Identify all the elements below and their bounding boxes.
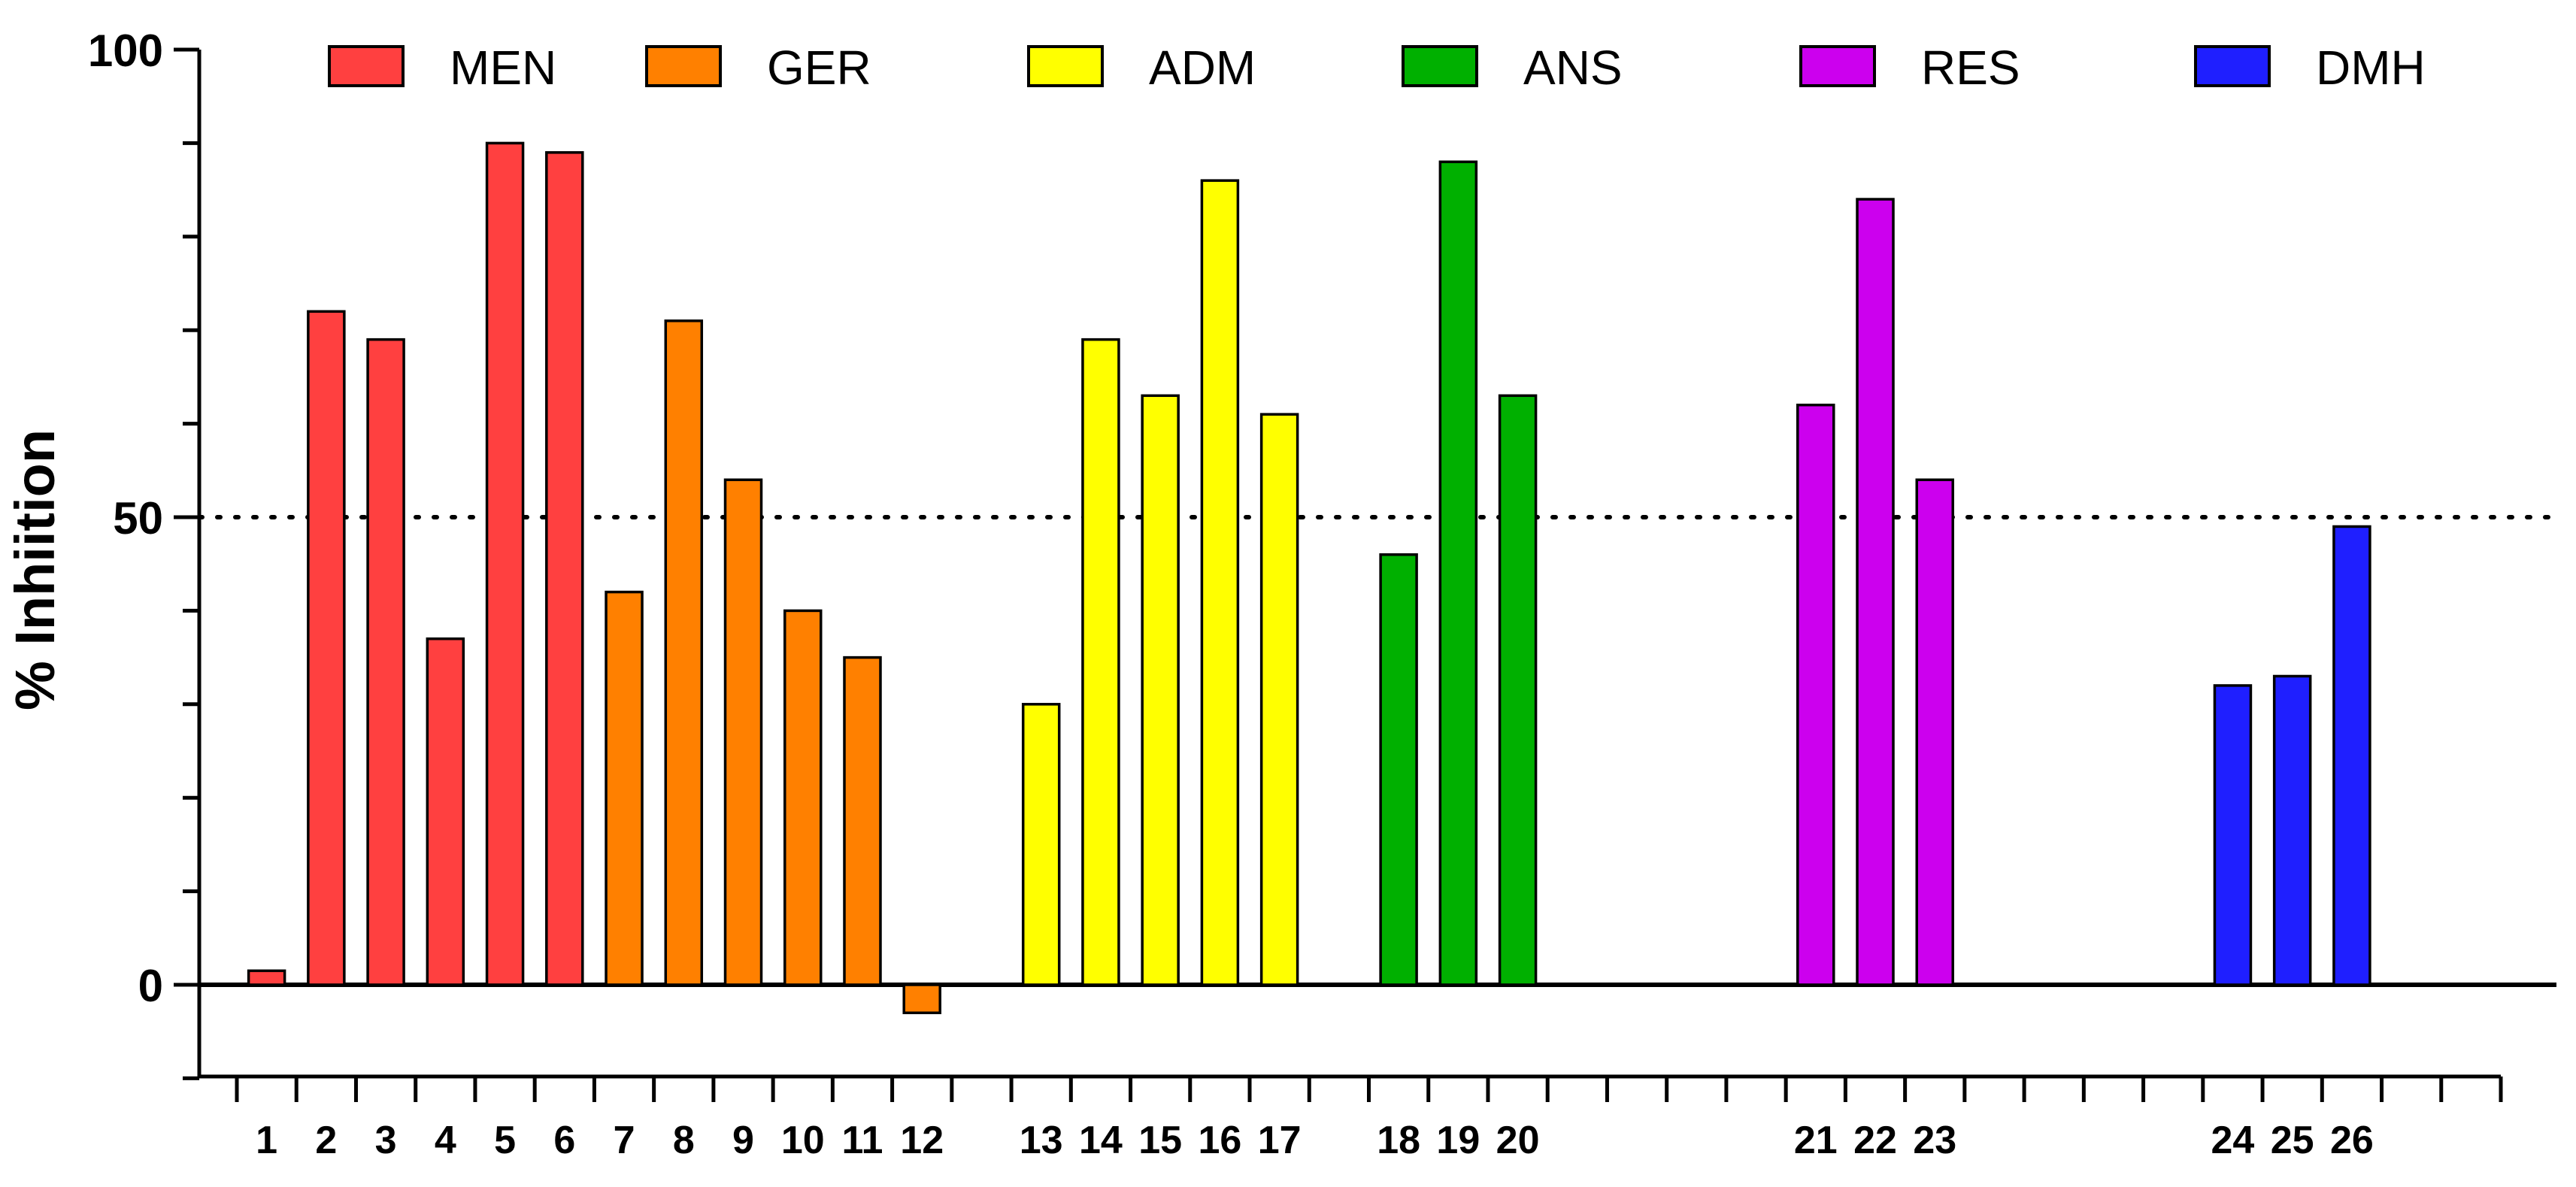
x-tick-label: 20 (1496, 1119, 1540, 1162)
bar-men-6 (545, 151, 584, 986)
bars (247, 141, 2371, 1015)
bar-ger-9 (723, 478, 763, 986)
x-tick-label: 9 (732, 1119, 754, 1162)
bar-ans-18 (1379, 553, 1418, 986)
x-tick-label: 1 (256, 1119, 277, 1162)
legend-swatch-ger (645, 45, 722, 87)
x-tick-label: 24 (2211, 1119, 2255, 1162)
bar-dmh-26 (2332, 525, 2371, 986)
bar-ans-20 (1498, 394, 1538, 986)
x-tick-label: 19 (1436, 1119, 1480, 1162)
legend: MEN GER ADM ANS RES DMH (328, 41, 2426, 95)
bar-adm-13 (1021, 703, 1061, 986)
bar-labels: 1 2 3 4 5 6 7 8 9 10 11 12 13 14 15 16 17 18 19 20 21 22 23 24 2… (256, 1119, 2374, 1162)
x-tick-label: 10 (781, 1119, 825, 1162)
bar-ger-10 (783, 609, 823, 986)
x-tick-label: 13 (1020, 1119, 1063, 1162)
x-tick-label: 25 (2271, 1119, 2314, 1162)
bar-adm-14 (1081, 338, 1120, 986)
bar-adm-17 (1259, 413, 1299, 986)
x-tick-label: 14 (1079, 1119, 1123, 1162)
x-tick-label: 15 (1138, 1119, 1182, 1162)
y-tick-label: 0 (138, 961, 163, 1011)
legend-label-dmh: DMH (2316, 41, 2426, 95)
x-tick-label: 8 (673, 1119, 695, 1162)
bar-dmh-24 (2213, 684, 2253, 986)
x-tick-label: 11 (841, 1119, 883, 1162)
x-axis (199, 983, 2556, 1102)
x-tick-label: 26 (2330, 1119, 2374, 1162)
bar-ger-7 (605, 590, 644, 986)
y-axis-label: % Inhiition (4, 429, 66, 710)
y-tick-label: 50 (113, 493, 163, 544)
x-tick-label: 12 (900, 1119, 944, 1162)
x-tick-label: 21 (1794, 1119, 1838, 1162)
bar-dmh-25 (2272, 674, 2312, 986)
x-tick-label: 5 (494, 1119, 516, 1162)
legend-swatch-res (1799, 45, 1876, 87)
y-tick-label: 100 (88, 26, 163, 76)
bar-men-3 (366, 338, 405, 986)
bar-res-23 (1915, 478, 1954, 986)
bar-men-2 (307, 310, 346, 986)
legend-swatch-adm (1027, 45, 1104, 87)
legend-swatch-men (328, 45, 405, 87)
x-tick-label: 16 (1198, 1119, 1241, 1162)
x-tick-label: 7 (614, 1119, 635, 1162)
legend-label-ans: ANS (1523, 41, 1623, 95)
x-tick-label: 18 (1377, 1119, 1420, 1162)
legend-swatch-ans (1402, 45, 1478, 87)
bar-men-4 (426, 637, 465, 986)
bar-ger-8 (664, 319, 704, 986)
bar-adm-15 (1141, 394, 1180, 986)
x-tick-label: 6 (553, 1119, 575, 1162)
bar-res-21 (1796, 403, 1835, 986)
bar-adm-16 (1200, 179, 1240, 986)
bar-ger-12 (902, 983, 941, 1015)
x-tick-label: 22 (1853, 1119, 1897, 1162)
bar-res-22 (1856, 198, 1895, 986)
x-tick-label: 4 (435, 1119, 456, 1162)
bar-men-5 (485, 141, 525, 986)
x-tick-label: 3 (375, 1119, 397, 1162)
legend-label-res: RES (1921, 41, 2020, 95)
legend-label-ger: GER (767, 41, 871, 95)
x-tick-label: 23 (1913, 1119, 1956, 1162)
legend-label-men: MEN (450, 41, 556, 95)
bar-ger-11 (843, 656, 882, 986)
y-axis: 0 50 100 (88, 26, 202, 1080)
bar-men-1 (247, 969, 286, 986)
bar-ans-19 (1438, 160, 1478, 986)
x-tick-label: 17 (1258, 1119, 1302, 1162)
legend-swatch-dmh (2194, 45, 2271, 87)
x-tick-label: 2 (315, 1119, 337, 1162)
legend-label-adm: ADM (1149, 41, 1256, 95)
